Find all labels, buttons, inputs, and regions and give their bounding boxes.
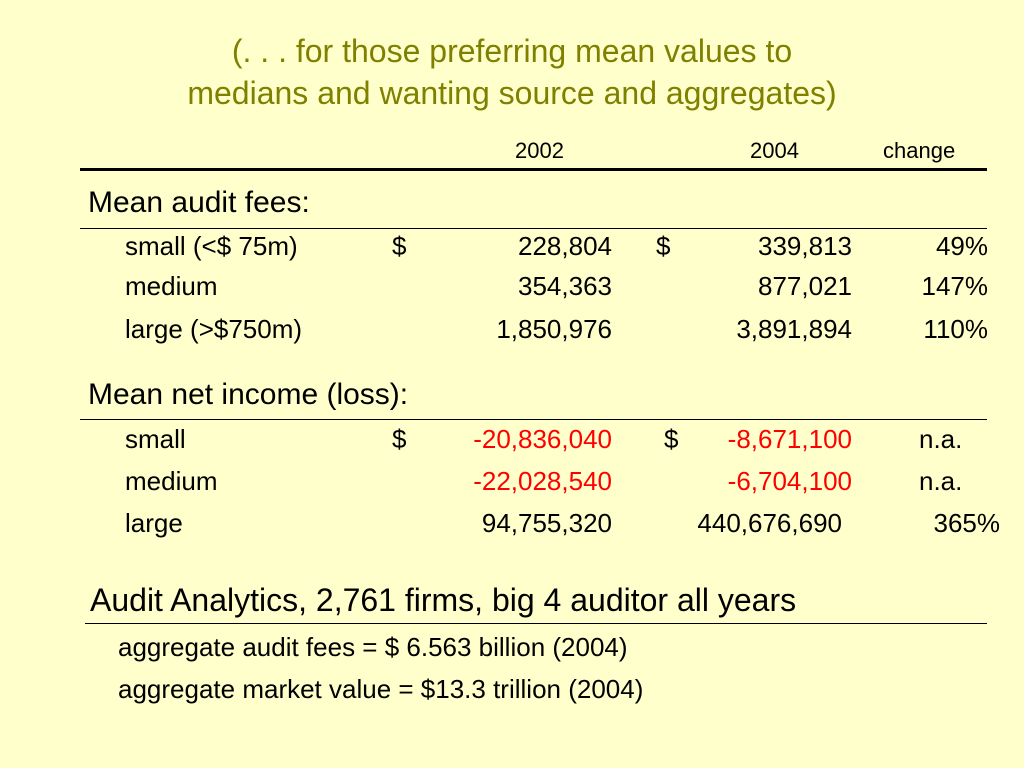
value-change: 365%	[933, 508, 1001, 538]
value-change: 49%	[935, 231, 988, 261]
source-note: Audit Analytics, 2,761 firms, big 4 audi…	[90, 582, 797, 618]
value-change: 147%	[921, 271, 989, 301]
aggregate-market-value: aggregate market value = $13.3 trillion …	[118, 674, 644, 704]
row-label: medium	[125, 466, 218, 496]
row-label: large	[125, 508, 183, 538]
value-2004: 440,676,690	[697, 508, 842, 538]
row-label: large (>$750m)	[125, 314, 303, 344]
table-row: large (>$750m) 1,850,976 3,891,894 110%	[0, 314, 1024, 358]
aggregate-audit-fees: aggregate audit fees = $ 6.563 billion (…	[118, 632, 628, 662]
value-2002: 228,804	[518, 231, 612, 261]
value-change: n.a.	[919, 424, 963, 454]
row-label: medium	[125, 271, 218, 301]
income-rule	[80, 419, 987, 420]
fees-rule	[80, 228, 987, 229]
table-row: small $ -20,836,040 $ -8,671,100 n.a.	[0, 424, 1024, 468]
value-2002: 354,363	[518, 271, 612, 301]
value-2004: -8,671,100	[727, 424, 852, 454]
value-2002: 94,755,320	[481, 508, 612, 538]
currency-symbol: $	[664, 424, 679, 454]
currency-symbol: $	[392, 424, 407, 454]
column-header-change: change	[883, 138, 956, 163]
title-line-1: (. . . for those preferring mean values …	[231, 33, 793, 69]
fees-heading: Mean audit fees:	[88, 186, 310, 219]
column-header-2004: 2004	[750, 138, 799, 163]
value-2002: -20,836,040	[473, 424, 612, 454]
value-2004: 339,813	[758, 231, 852, 261]
value-2004: 3,891,894	[736, 314, 852, 344]
title-line-2: medians and wanting source and aggregate…	[187, 75, 837, 111]
header-rule	[80, 168, 987, 171]
row-label: small (<$ 75m)	[125, 231, 298, 261]
value-change: n.a.	[919, 466, 963, 496]
currency-symbol: $	[656, 231, 671, 261]
income-heading: Mean net income (loss):	[88, 378, 409, 411]
table-row: medium -22,028,540 -6,704,100 n.a.	[0, 466, 1024, 510]
currency-symbol: $	[392, 231, 407, 261]
column-header-2002: 2002	[515, 138, 564, 163]
table-row: small (<$ 75m) $ 228,804 $ 339,813 49%	[0, 231, 1024, 275]
row-label: small	[125, 424, 186, 454]
source-rule	[85, 623, 987, 624]
slide-title: (. . . for those preferring mean values …	[0, 30, 1024, 114]
table-row: large 94,755,320 440,676,690 365%	[0, 508, 1024, 552]
value-change: 110%	[923, 314, 988, 344]
value-2004: -6,704,100	[727, 466, 852, 496]
value-2004: 877,021	[758, 271, 852, 301]
value-2002: 1,850,976	[496, 314, 612, 344]
value-2002: -22,028,540	[473, 466, 612, 496]
table-row: medium 354,363 877,021 147%	[0, 271, 1024, 315]
